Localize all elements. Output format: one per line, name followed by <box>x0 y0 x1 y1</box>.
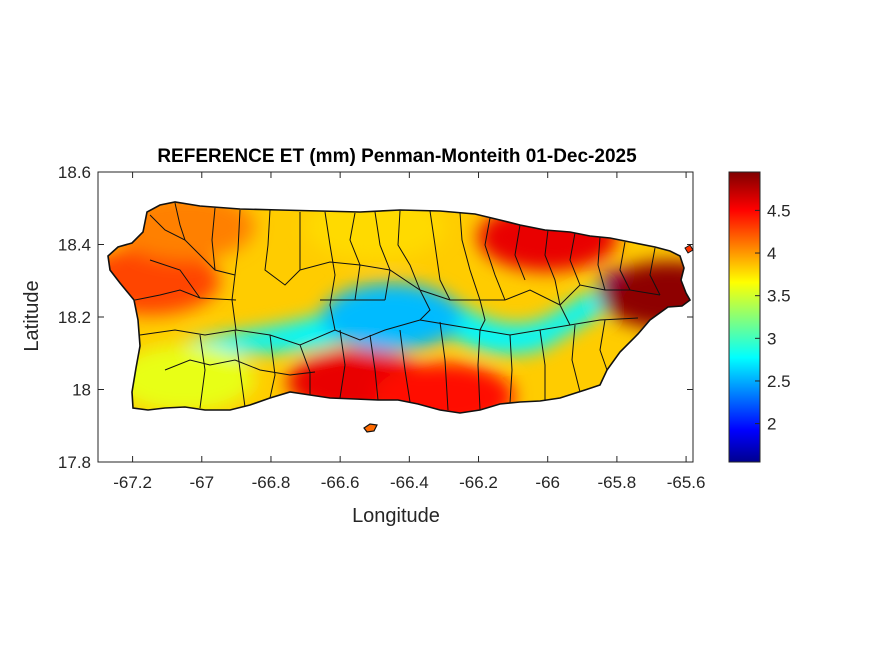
colorbar-ticks: 2 2.5 3 3.5 4 4.5 <box>755 201 791 434</box>
x-tick-label: -67.2 <box>113 473 152 492</box>
colorbar-tick-label: 2 <box>767 415 776 434</box>
y-axis-ticks: 17.8 18 18.2 18.4 18.6 <box>58 163 693 472</box>
colorbar-tick-label: 4 <box>767 244 776 263</box>
colorbar <box>728 171 761 463</box>
colorbar-tick-label: 3.5 <box>767 287 791 306</box>
et-region-2 <box>114 344 255 413</box>
colorbar-tick-label: 2.5 <box>767 372 791 391</box>
x-tick-label: -67 <box>189 473 214 492</box>
y-tick-label: 17.8 <box>58 453 91 472</box>
x-axis-ticks: -67.2 -67 -66.8 -66.6 -66.4 -66.2 -66 -65.8 -65.… <box>113 172 705 492</box>
x-tick-label: -65.6 <box>667 473 706 492</box>
chart-title: REFERENCE ET (mm) Penman-Monteith 01-Dec… <box>157 146 637 167</box>
x-tick-label: -66.8 <box>252 473 291 492</box>
y-axis-label: Latitude <box>21 280 43 351</box>
x-tick-label: -66.4 <box>390 473 429 492</box>
caja-de-muertos-island <box>363 423 378 433</box>
x-tick-label: -65.8 <box>598 473 637 492</box>
et-region-9 <box>598 261 690 330</box>
x-tick-label: -66.2 <box>459 473 498 492</box>
colorbar-tick-label: 3 <box>767 329 776 348</box>
y-tick-label: 18.4 <box>58 236 91 255</box>
y-tick-label: 18 <box>72 381 91 400</box>
x-tick-label: -66.6 <box>321 473 360 492</box>
x-axis-label: Longitude <box>352 505 440 527</box>
et-region-4 <box>322 283 463 351</box>
island-outline <box>107 201 692 414</box>
colorbar-tick-label: 4.5 <box>767 201 791 220</box>
municipality-borders <box>134 202 661 411</box>
y-tick-label: 18.2 <box>58 308 91 327</box>
x-tick-label: -66 <box>535 473 560 492</box>
y-tick-label: 18.6 <box>58 163 91 182</box>
cayo-island <box>684 244 694 254</box>
